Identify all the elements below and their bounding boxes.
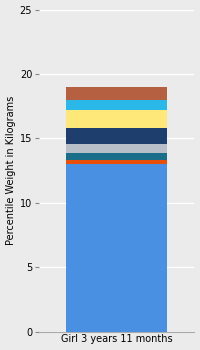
Bar bbox=[66, 164, 167, 332]
Bar bbox=[66, 110, 167, 128]
Bar bbox=[66, 160, 167, 164]
Bar bbox=[66, 144, 167, 153]
Bar bbox=[66, 153, 167, 160]
Y-axis label: Percentile Weight in Kilograms: Percentile Weight in Kilograms bbox=[6, 96, 16, 245]
Bar bbox=[66, 87, 167, 100]
Bar bbox=[66, 128, 167, 144]
Bar bbox=[66, 100, 167, 110]
